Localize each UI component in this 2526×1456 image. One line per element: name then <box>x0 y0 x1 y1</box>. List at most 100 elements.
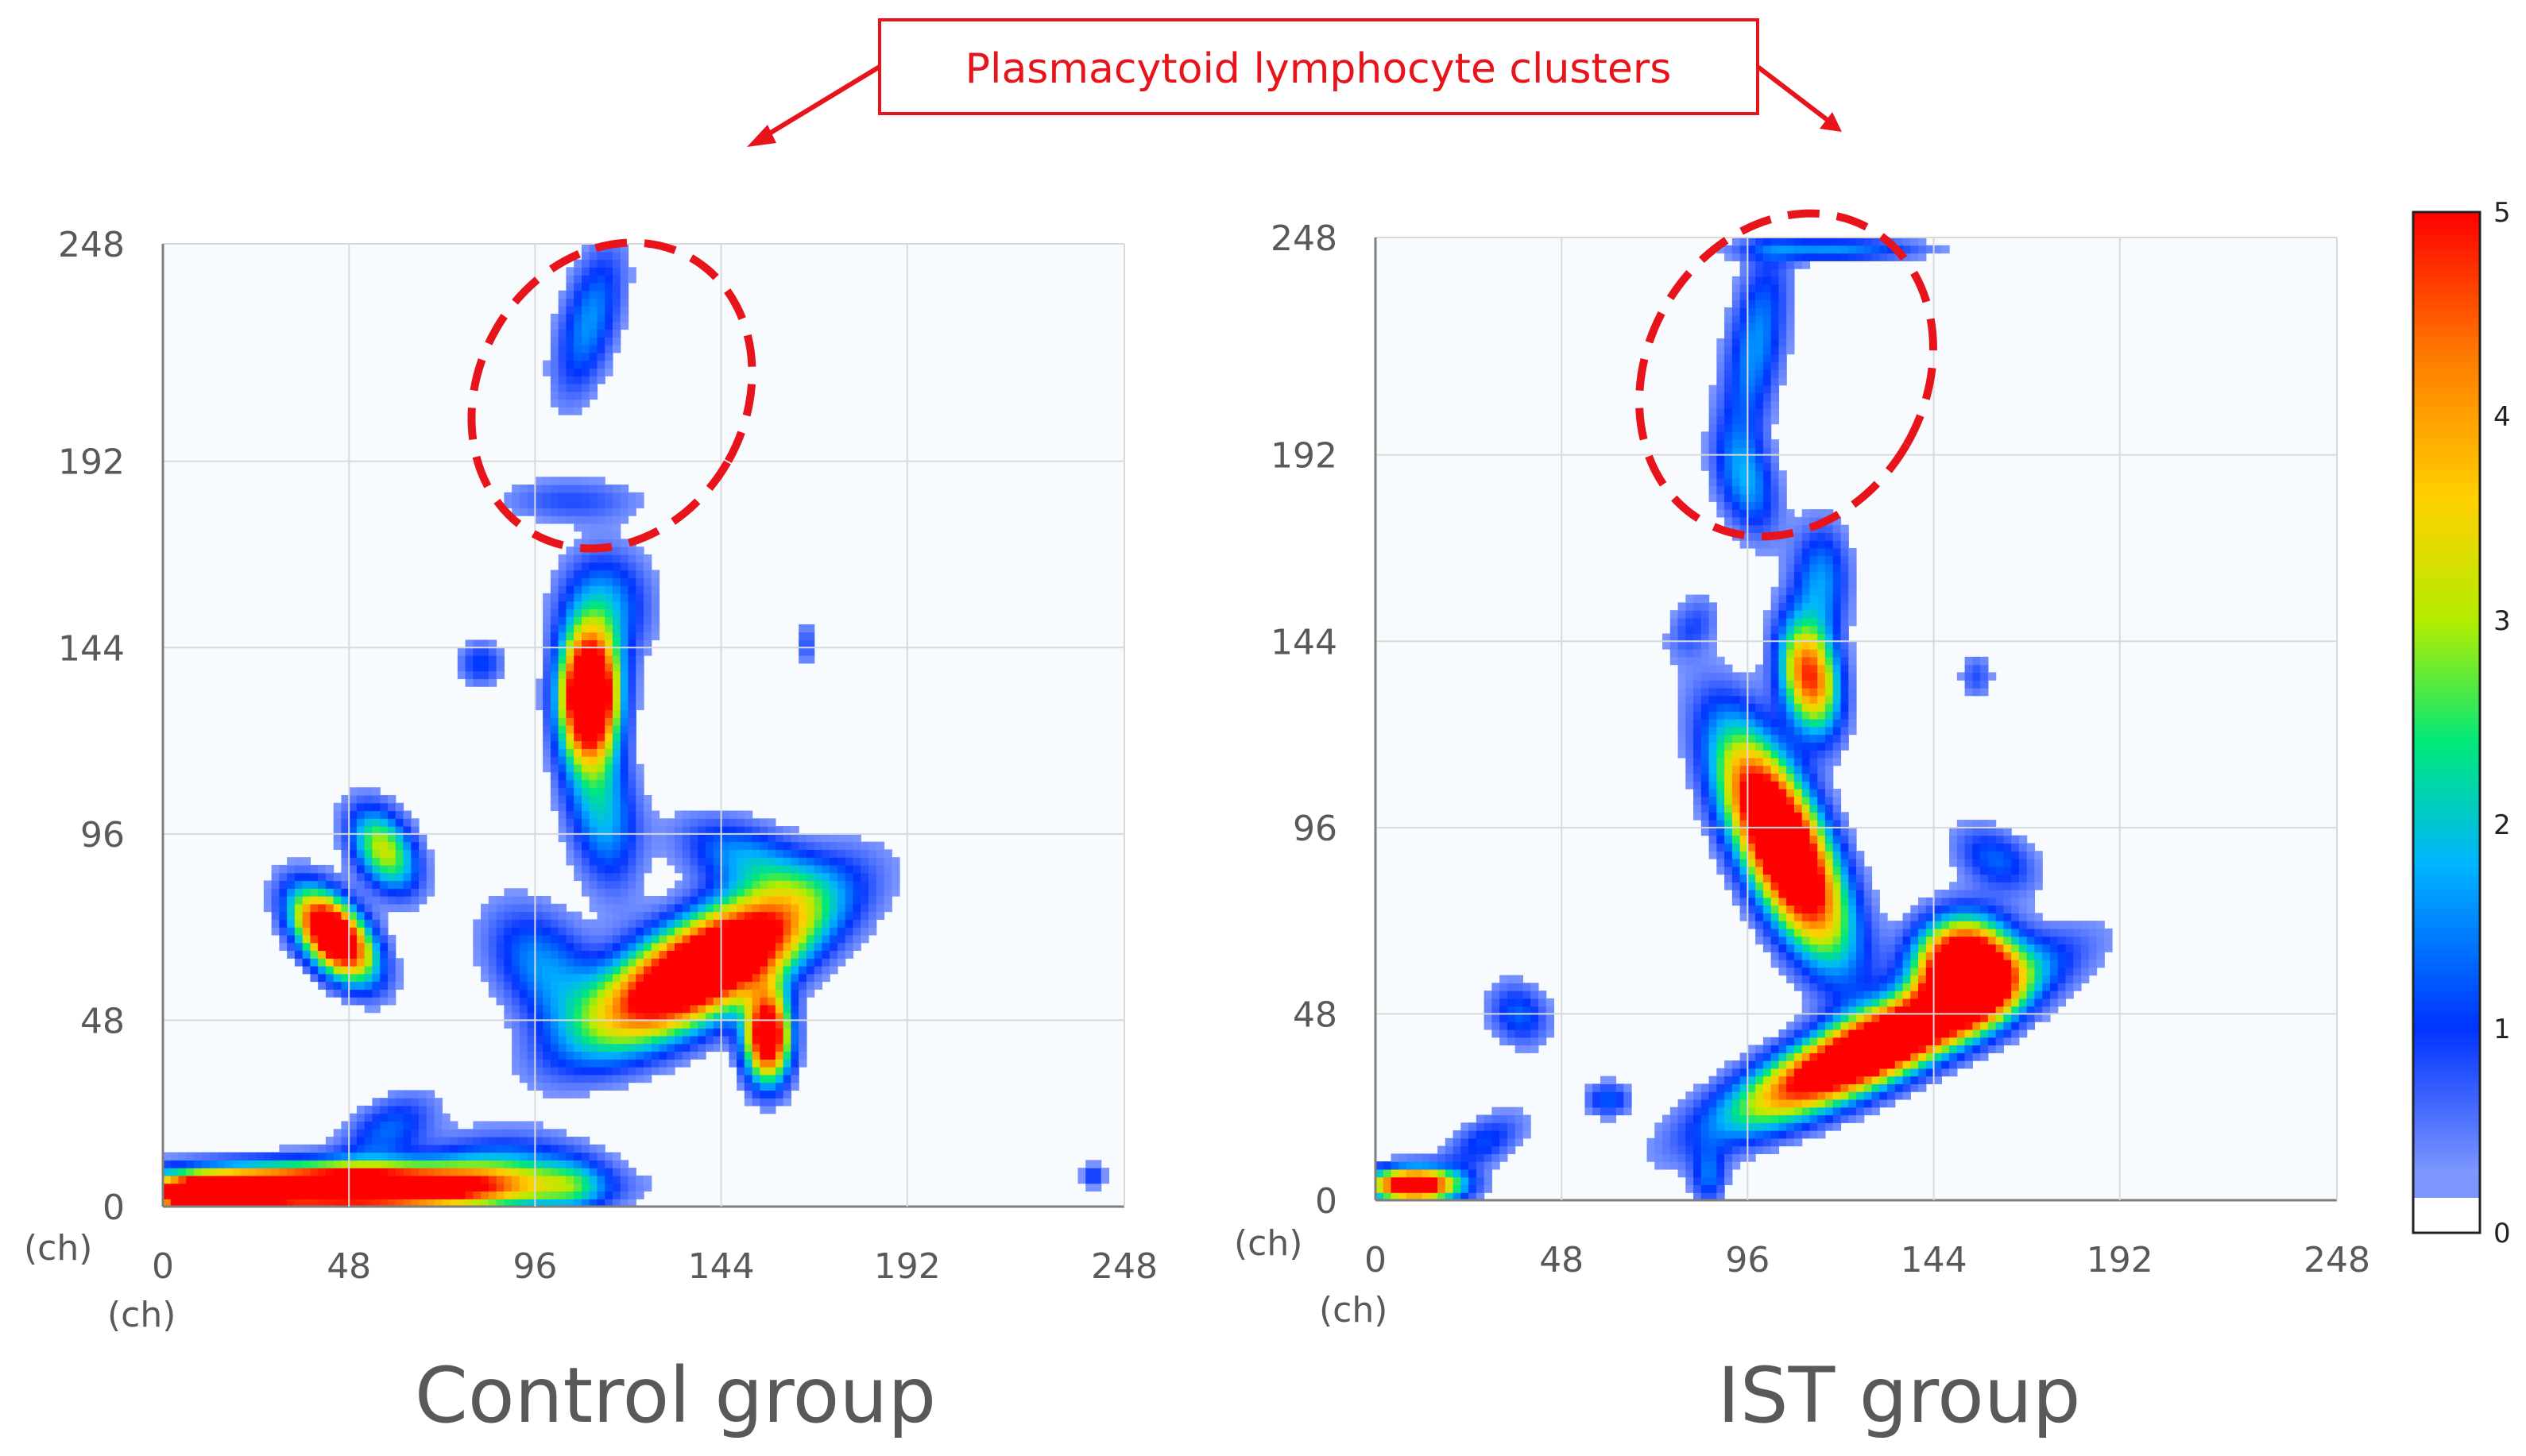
heatmap-cell <box>876 864 885 874</box>
heatmap-cell <box>690 1028 698 1037</box>
heatmap-cell <box>651 593 660 602</box>
heatmap-cell <box>566 500 574 508</box>
heatmap-cell <box>1085 1160 1094 1168</box>
heatmap-cell <box>1762 392 1772 401</box>
heatmap-cell <box>1762 936 1772 945</box>
heatmap-cell <box>294 1191 304 1199</box>
heatmap-cell <box>1755 446 1764 456</box>
heatmap-cell <box>543 934 551 944</box>
heatmap-cell <box>1724 408 1733 417</box>
heatmap-cell <box>837 841 846 850</box>
heatmap-cell <box>799 989 807 998</box>
heatmap-cell <box>690 888 698 897</box>
heatmap-cell <box>1724 672 1733 681</box>
heatmap-cell <box>504 1152 513 1161</box>
heatmap-cell <box>1453 1161 1461 1170</box>
heatmap-cell <box>504 1020 513 1029</box>
heatmap-cell <box>1731 1114 1741 1123</box>
heatmap-cell <box>612 531 621 540</box>
heatmap-cell <box>1762 485 1772 495</box>
heatmap-cell <box>644 647 652 656</box>
heatmap-cell <box>675 942 683 952</box>
heatmap-cell <box>364 864 373 874</box>
heatmap-cell <box>605 275 613 284</box>
heatmap-cell <box>1747 524 1756 534</box>
heatmap-cell <box>356 966 366 975</box>
heatmap-cell <box>1755 866 1764 875</box>
heatmap-cell <box>178 1199 187 1207</box>
heatmap-cell <box>527 1035 536 1045</box>
heatmap-cell <box>1491 1114 1500 1123</box>
heatmap-cell <box>1793 1029 1803 1038</box>
heatmap-cell <box>1739 1145 1748 1154</box>
heatmap-cell <box>620 973 629 983</box>
heatmap-cell <box>775 826 784 835</box>
heatmap-cell <box>550 763 559 773</box>
heatmap-cell <box>543 1082 551 1091</box>
heatmap-cell <box>1809 672 1818 681</box>
heatmap-cell <box>1623 1083 1632 1092</box>
heatmap-cell <box>1724 750 1733 759</box>
heatmap-cell <box>1483 1153 1492 1162</box>
heatmap-cell <box>1739 1091 1748 1100</box>
heatmap-cell <box>605 989 613 998</box>
heatmap-cell <box>651 833 660 843</box>
heatmap-cell <box>1739 890 1748 898</box>
heatmap-cell <box>1739 905 1748 913</box>
heatmap-cell <box>768 958 776 967</box>
heatmap-cell <box>387 857 397 866</box>
heatmap-cell <box>1817 1022 1826 1030</box>
heatmap-cell <box>574 1059 582 1068</box>
heatmap-cell <box>675 958 683 967</box>
heatmap-cell <box>550 678 559 687</box>
heatmap-cell <box>581 275 590 284</box>
heatmap-cell <box>744 942 753 952</box>
heatmap-cell <box>752 1012 760 1022</box>
heatmap-cell <box>1685 641 1694 650</box>
heatmap-cell <box>1778 617 1787 627</box>
heatmap-cell <box>318 1152 327 1161</box>
heatmap-cell <box>1770 322 1780 331</box>
heatmap-cell <box>729 1028 737 1037</box>
heatmap-cell <box>1453 1184 1461 1193</box>
heatmap-cell <box>861 919 869 928</box>
heatmap-cell <box>442 1175 451 1184</box>
heatmap-cell <box>581 321 590 330</box>
heatmap-cell <box>760 1035 768 1045</box>
heatmap-cell <box>1778 827 1787 836</box>
heatmap-cell <box>488 670 497 679</box>
heatmap-cell <box>636 989 644 998</box>
heatmap-cell <box>263 1183 273 1192</box>
heatmap-cell <box>612 973 621 983</box>
heatmap-cell <box>1724 882 1733 890</box>
heatmap-cell <box>256 1183 265 1192</box>
heatmap-cell <box>403 880 412 889</box>
heatmap-cell <box>597 267 605 276</box>
heatmap-cell <box>1817 509 1826 518</box>
heatmap-cell <box>1499 1114 1508 1123</box>
heatmap-cell <box>1747 781 1756 790</box>
heatmap-cell <box>1731 299 1741 308</box>
heatmap-cell <box>333 1129 342 1137</box>
heatmap-cell <box>597 508 605 516</box>
heatmap-cell <box>271 911 280 920</box>
y-tick-label: 0 <box>103 1188 125 1228</box>
heatmap-cell <box>271 1152 280 1161</box>
heatmap-cell <box>527 896 536 905</box>
heatmap-cell <box>892 864 900 874</box>
heatmap-cell <box>628 717 636 726</box>
heatmap-cell <box>597 492 605 501</box>
heatmap-cell <box>1708 664 1717 673</box>
heatmap-cell <box>605 570 613 578</box>
heatmap-cell <box>1824 1076 1834 1084</box>
heatmap-cell <box>333 833 342 843</box>
heatmap-cell <box>558 1183 567 1192</box>
heatmap-cell <box>612 740 621 749</box>
heatmap-cell <box>1398 1184 1407 1193</box>
annotation-arrow-right <box>1756 64 1833 126</box>
heatmap-cell <box>473 919 482 928</box>
heatmap-cell <box>387 966 397 975</box>
heatmap-cell <box>1817 1068 1826 1077</box>
heatmap-cell <box>612 608 621 617</box>
heatmap-cell <box>597 989 605 998</box>
